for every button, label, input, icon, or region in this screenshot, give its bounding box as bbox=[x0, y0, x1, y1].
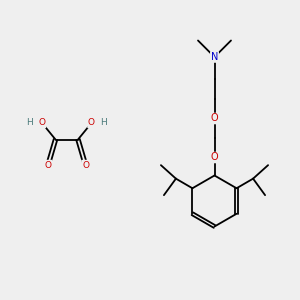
Text: O: O bbox=[88, 118, 95, 127]
Text: H: H bbox=[100, 118, 107, 127]
Text: O: O bbox=[211, 152, 218, 163]
Text: O: O bbox=[38, 118, 46, 127]
Text: O: O bbox=[44, 160, 52, 169]
Text: O: O bbox=[82, 160, 89, 169]
Text: N: N bbox=[211, 52, 218, 62]
Text: O: O bbox=[211, 113, 218, 124]
Text: H: H bbox=[27, 118, 33, 127]
